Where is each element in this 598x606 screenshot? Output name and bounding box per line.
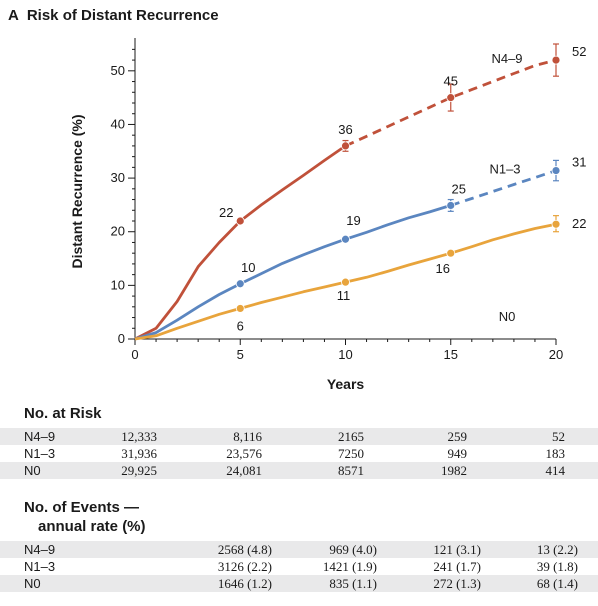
y-tick-label: 20 — [111, 224, 125, 239]
data-label: 25 — [452, 181, 466, 196]
data-label: 10 — [241, 260, 255, 275]
data-point — [551, 219, 561, 229]
series-label: N0 — [499, 309, 516, 324]
at-risk-cell: 12,333 — [121, 429, 157, 444]
y-tick-label: 10 — [111, 277, 125, 292]
data-point — [235, 216, 245, 226]
data-label: 45 — [444, 74, 458, 89]
events-row: N1–3 3126 (2.2) 1421 (1.9) 241 (1.7) 39 (1.8… — [0, 558, 598, 575]
series-label: N4–9 — [491, 51, 522, 66]
data-label: 52 — [572, 44, 586, 59]
at-risk-cell: 183 — [545, 446, 566, 461]
y-tick-label: 50 — [111, 63, 125, 78]
series-line-dashed — [450, 169, 557, 207]
data-point — [551, 55, 561, 65]
events-cell: 1646 (1.2) — [217, 576, 272, 591]
events-cell: 3126 (2.2) — [217, 559, 272, 574]
data-label: 6 — [237, 318, 244, 333]
events-heading-line2: annual rate (%) — [38, 518, 146, 535]
y-tick-label: 30 — [111, 170, 125, 185]
at-risk-cell: 23,576 — [226, 446, 262, 461]
y-tick-label: 0 — [118, 331, 125, 346]
events-cell: 39 (1.8) — [536, 559, 578, 574]
events-cell: 68 (1.4) — [536, 576, 578, 591]
events-row: N4–9 2568 (4.8) 969 (4.0) 121 (3.1) 13 (2.2) — [0, 541, 598, 558]
panel-title: A Risk of Distant Recurrence — [8, 7, 219, 24]
series-line-dashed — [344, 58, 557, 148]
data-label: 19 — [346, 213, 360, 228]
data-label: 22 — [219, 205, 233, 220]
data-point — [446, 248, 456, 258]
data-label: 16 — [436, 261, 450, 276]
at-risk-cell: 29,925 — [121, 463, 157, 478]
events-cell: 1421 (1.9) — [322, 559, 377, 574]
events-row-label: N4–9 — [24, 542, 56, 557]
data-point — [235, 279, 245, 289]
x-tick-label: 0 — [131, 347, 138, 362]
chart-plot: 0 5 10 15 20 0 10 20 30 40 50 Years Distant Recurren… — [69, 38, 586, 392]
at-risk-cell: 8,116 — [233, 429, 262, 444]
panel-title-text: Risk of Distant Recurrence — [26, 7, 219, 24]
data-label: 11 — [337, 288, 351, 303]
events-cell: 121 (3.1) — [433, 542, 481, 557]
data-label: 31 — [572, 155, 586, 170]
at-risk-cell: 24,081 — [226, 463, 262, 478]
at-risk-row-label: N1–3 — [24, 446, 56, 461]
at-risk-cell: 31,936 — [121, 446, 157, 461]
at-risk-row-label: N0 — [24, 463, 41, 478]
y-axis-label: Distant Recurrence (%) — [69, 114, 85, 268]
at-risk-cell: 8571 — [338, 463, 364, 478]
events-cell: 835 (1.1) — [329, 576, 377, 591]
at-risk-row-label: N4–9 — [24, 429, 56, 444]
data-label: 36 — [338, 122, 352, 137]
x-axis-label: Years — [327, 376, 365, 392]
events-heading-line1: No. of Events — — [24, 499, 140, 516]
events-cell: 272 (1.3) — [433, 576, 481, 591]
x-tick-label: 15 — [444, 347, 458, 362]
at-risk-cell: 414 — [545, 463, 566, 478]
at-risk-cell: 1982 — [441, 463, 467, 478]
data-point — [341, 277, 350, 287]
data-point — [551, 166, 561, 175]
events-row: N0 1646 (1.2) 835 (1.1) 272 (1.3) 68 (1.4) — [0, 575, 598, 592]
at-risk-cell: 2165 — [338, 429, 364, 444]
y-tick-label: 40 — [111, 116, 125, 131]
x-tick-label: 10 — [338, 347, 352, 362]
data-point — [446, 93, 456, 103]
events-row-label: N1–3 — [24, 559, 56, 574]
data-point — [341, 141, 350, 151]
at-risk-cell: 259 — [447, 429, 468, 444]
at-risk-cell: 52 — [552, 429, 565, 444]
series-label: N1–3 — [489, 162, 520, 177]
at-risk-row: N0 29,925 24,081 8571 1982 414 — [0, 462, 598, 479]
at-risk-cell: 949 — [447, 446, 468, 461]
events-cell: 13 (2.2) — [536, 542, 578, 557]
data-label: 22 — [572, 216, 586, 231]
at-risk-row: N1–3 31,936 23,576 7250 949 183 — [0, 445, 598, 462]
at-risk-heading: No. at Risk — [24, 405, 102, 422]
at-risk-row: N4–9 12,333 8,116 2165 259 52 — [0, 428, 598, 445]
events-cell: 241 (1.7) — [433, 559, 481, 574]
data-point — [341, 234, 350, 244]
x-tick-label: 20 — [549, 347, 563, 362]
events-row-label: N0 — [24, 576, 41, 591]
data-point — [446, 201, 456, 210]
events-cell: 969 (4.0) — [329, 542, 377, 557]
series-line-solid — [134, 204, 452, 341]
x-tick-label: 5 — [237, 347, 244, 362]
panel-letter: A — [8, 7, 19, 24]
events-cell: 2568 (4.8) — [217, 542, 272, 557]
at-risk-cell: 7250 — [338, 446, 364, 461]
data-point — [235, 304, 245, 313]
